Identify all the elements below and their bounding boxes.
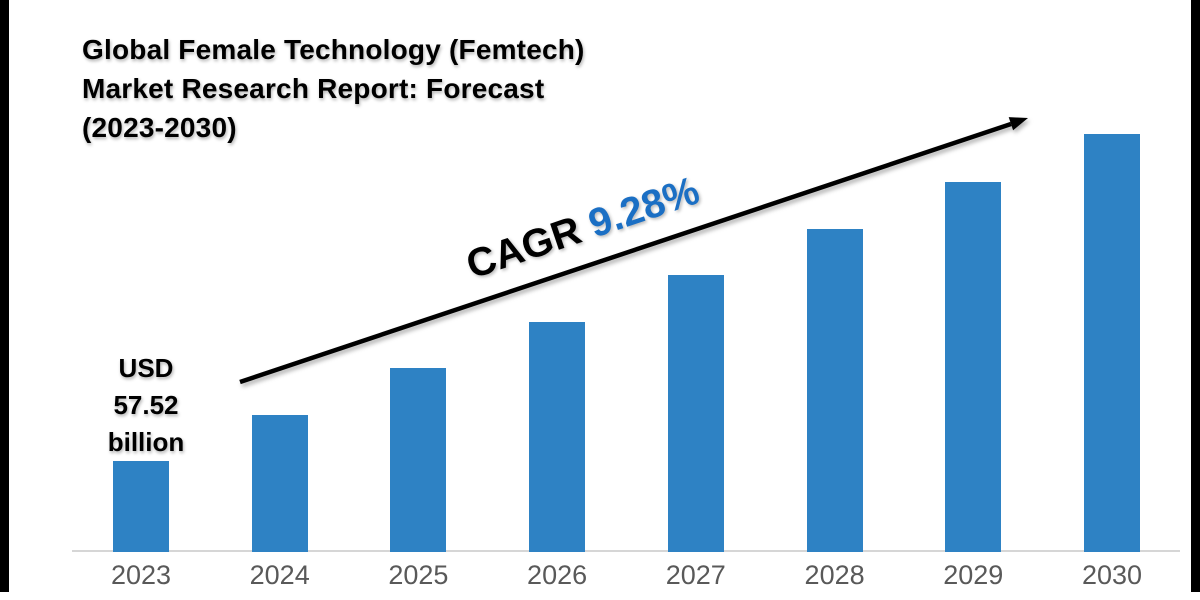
bar-2028 bbox=[806, 229, 863, 552]
x-tick-2024: 2024 bbox=[249, 560, 310, 590]
bar-2030 bbox=[1084, 134, 1140, 552]
first-bar-value-label: USD 57.52 billion bbox=[107, 353, 185, 457]
x-tick-2026: 2026 bbox=[527, 560, 588, 590]
x-axis-line bbox=[72, 550, 1180, 552]
bar-2023 bbox=[113, 461, 169, 552]
x-tick-2025: 2025 bbox=[388, 560, 449, 590]
x-tick-2023: 2023 bbox=[110, 560, 172, 590]
x-tick-2030: 2030 bbox=[1081, 560, 1143, 590]
x-tick-2027: 2027 bbox=[665, 560, 726, 590]
x-tick-2028: 2028 bbox=[804, 560, 865, 590]
bar-2025 bbox=[390, 368, 447, 552]
right-letterbox-bar bbox=[1191, 0, 1200, 592]
bar-2026 bbox=[529, 322, 586, 552]
bar-2027 bbox=[667, 275, 724, 552]
x-tick-2029: 2029 bbox=[943, 560, 1004, 590]
bar-2024 bbox=[251, 415, 308, 552]
left-letterbox-bar bbox=[0, 0, 9, 592]
chart-title: Global Female Technology (Femtech) Marke… bbox=[82, 34, 585, 143]
bar-2029 bbox=[945, 182, 1002, 552]
